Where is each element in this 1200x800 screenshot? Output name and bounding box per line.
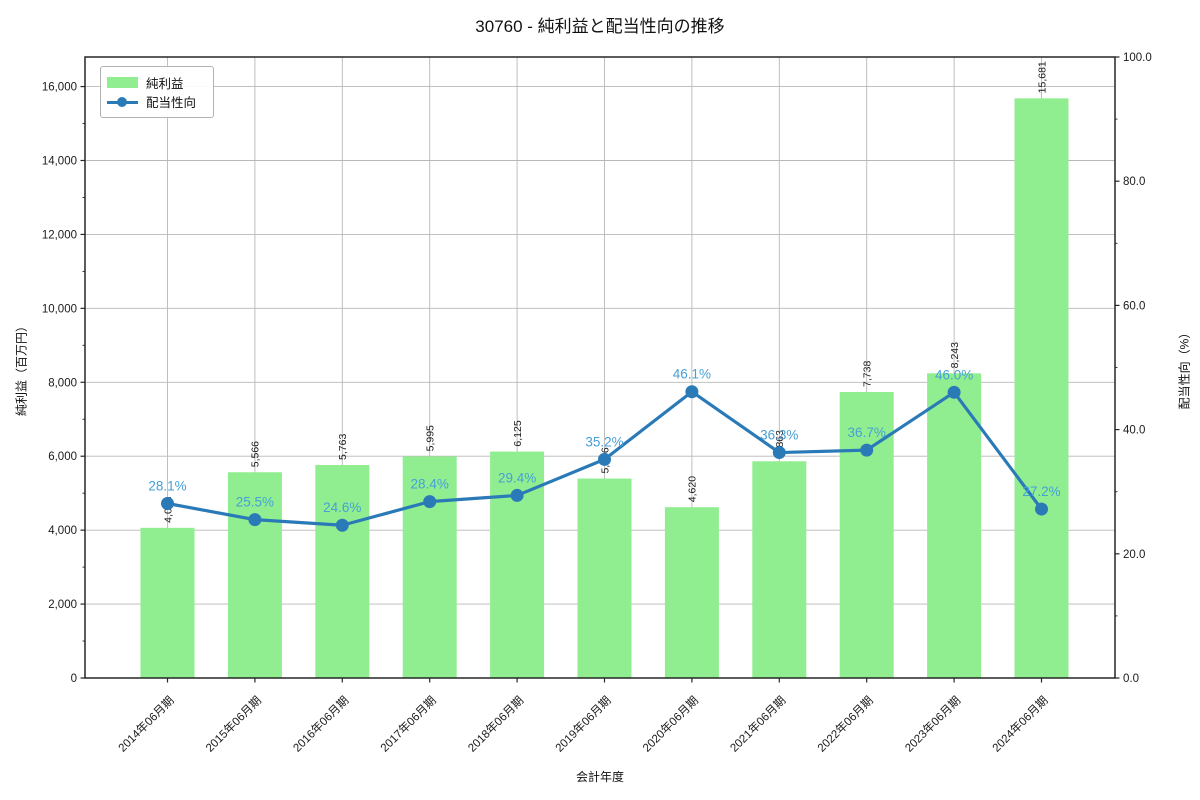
pct-label: 36.3%: [760, 428, 798, 443]
chart-title: 30760 - 純利益と配当性向の推移: [475, 17, 725, 36]
x-tick-label: 2017年06月期: [377, 693, 438, 754]
pct-label: 46.0%: [935, 367, 973, 382]
x-tick-label: 2020年06月期: [640, 693, 701, 754]
pct-label: 27.2%: [1022, 484, 1060, 499]
y-tick-label-left: 2,000: [48, 599, 77, 611]
x-tick-label: 2018年06月期: [465, 693, 526, 754]
pct-label: 24.6%: [323, 500, 361, 515]
marker-2014: [161, 496, 174, 510]
y-tick-label-left: 8,000: [48, 377, 77, 389]
x-tick-label: 2015年06月期: [203, 693, 264, 754]
bar-2015: [227, 472, 282, 678]
bar-2021: [752, 461, 807, 678]
pct-label: 35.2%: [585, 434, 623, 449]
y-tick-label-left: 14,000: [42, 156, 77, 168]
x-tick-label: 2021年06月期: [727, 693, 788, 754]
legend-line-label: 配当性向: [146, 96, 197, 110]
x-tick-label: 2019年06月期: [552, 693, 613, 754]
y-axis-label-right: 配当性向（%）: [1177, 326, 1192, 410]
legend-item-line: 配当性向: [107, 92, 205, 111]
y-tick-label-left: 16,000: [42, 82, 77, 94]
legend-item-bar: 純利益: [107, 73, 205, 92]
legend-line-swatch-icon: [107, 96, 138, 107]
x-tick-label: 2014年06月期: [115, 693, 176, 754]
marker-2018: [510, 488, 524, 502]
pct-label: 36.7%: [848, 425, 886, 440]
pct-label: 46.1%: [673, 367, 711, 382]
y-tick-label-left: 4,000: [48, 525, 77, 537]
bar-2019: [577, 478, 632, 678]
bar-value-label: 15,681: [1036, 61, 1048, 93]
y-axis-label-left: 純利益（百万円）: [14, 319, 29, 417]
legend-bar-swatch-icon: [107, 77, 138, 88]
bar-2020: [664, 507, 719, 678]
y-tick-label-right: 60.0: [1123, 300, 1145, 312]
legend-bar-label: 純利益: [146, 77, 184, 91]
bar-value-label: 7,738: [862, 361, 874, 387]
bar-2017: [402, 456, 457, 678]
marker-2020: [685, 385, 699, 399]
bar-value-label: 5,566: [250, 441, 262, 467]
bar-value-label: 4,620: [687, 476, 699, 502]
y-tick-label-left: 12,000: [42, 229, 77, 241]
bar-2016: [315, 464, 370, 678]
marker-2016: [335, 518, 349, 532]
bar-value-label: 5,763: [337, 434, 349, 460]
y-tick-label-right: 100.0: [1123, 52, 1152, 64]
y-tick-label-right: 40.0: [1123, 425, 1145, 437]
bar-2018: [490, 451, 545, 678]
pct-label: 25.5%: [236, 495, 274, 510]
x-axis-label: 会計年度: [575, 770, 624, 784]
marker-2019: [598, 452, 611, 466]
y-tick-label-left: 6,000: [48, 451, 77, 463]
marker-2021: [772, 446, 786, 460]
x-tick-label: 2024年06月期: [989, 693, 1050, 754]
legend: 純利益 配当性向: [100, 66, 214, 118]
marker-2015: [248, 513, 262, 527]
x-tick-label: 2022年06月期: [814, 693, 875, 754]
bar-value-label: 8,243: [949, 342, 961, 368]
y-tick-label-left: 10,000: [42, 303, 77, 315]
marker-2023: [947, 385, 961, 399]
pct-label: 29.4%: [498, 470, 536, 485]
bar-2014: [140, 527, 195, 678]
pct-label: 28.4%: [411, 477, 449, 492]
y-tick-label-left: 0: [71, 673, 77, 685]
y-tick-label-right: 0.0: [1123, 673, 1139, 685]
pct-label: 28.1%: [148, 478, 186, 493]
marker-2022: [860, 443, 874, 457]
y-tick-label-right: 80.0: [1123, 176, 1145, 188]
x-tick-label: 2016年06月期: [290, 693, 351, 754]
marker-2017: [423, 495, 437, 509]
bar-value-label: 6,125: [512, 420, 524, 446]
bar-2024: [1014, 98, 1069, 678]
bar-2023: [927, 373, 982, 678]
marker-2024: [1035, 502, 1048, 516]
y-tick-label-right: 20.0: [1123, 549, 1145, 561]
bar-value-label: 5,995: [425, 425, 437, 451]
x-tick-label: 2023年06月期: [902, 693, 963, 754]
